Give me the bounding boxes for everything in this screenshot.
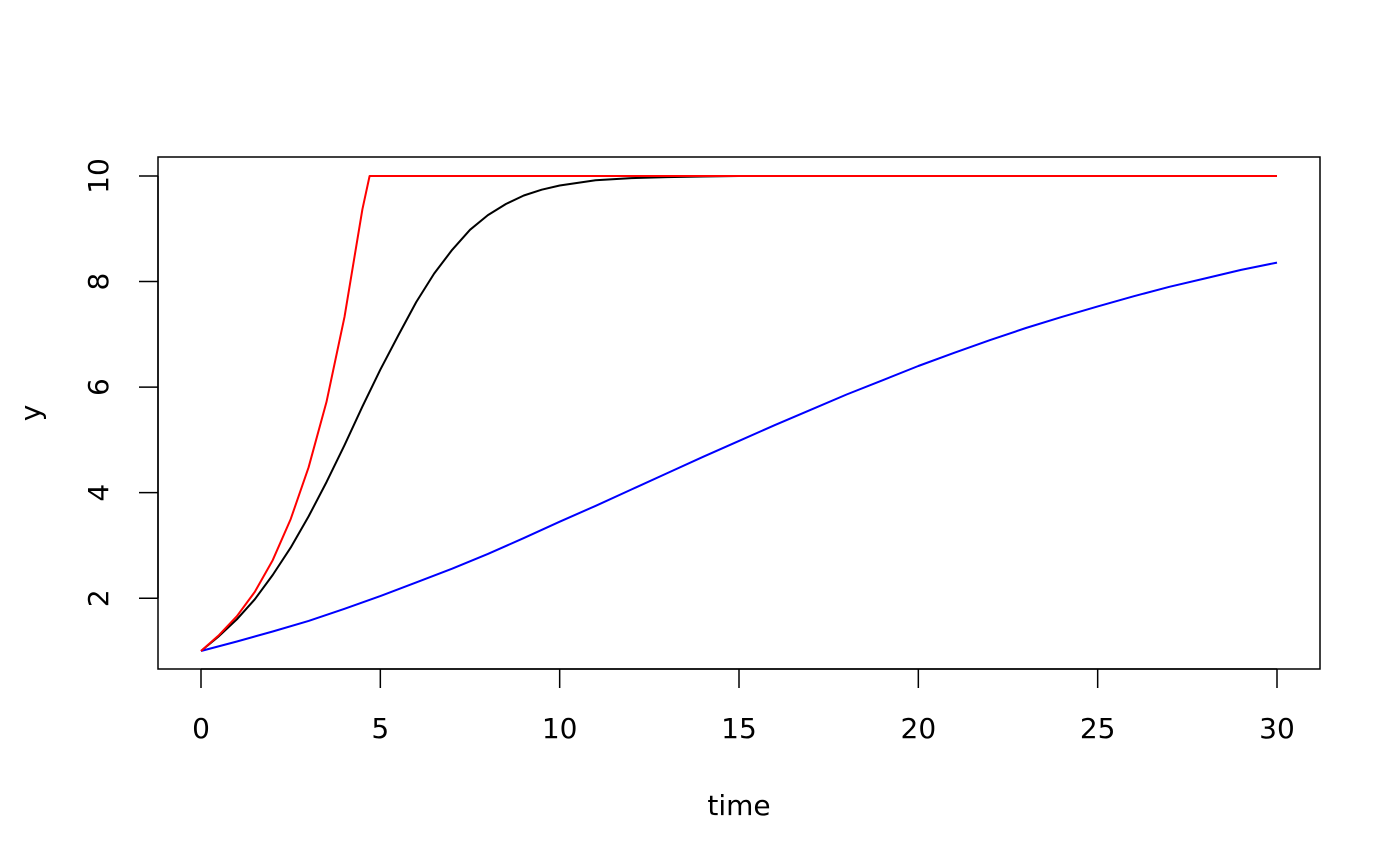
x-axis-title: time [707,789,770,822]
y-axis: 2 4 6 8 10 [82,158,159,607]
series-line-1 [200,175,1277,652]
series-line-3 [200,175,1277,652]
x-tick-label: 20 [901,712,937,745]
series-line-2 [200,261,1278,652]
x-tick-label: 15 [721,712,757,745]
x-tick-label: 10 [542,712,578,745]
plot-frame [157,156,1321,670]
y-tick-label: 4 [82,484,115,502]
x-tick-label: 0 [192,712,210,745]
x-axis: 0 5 10 15 20 25 30 [192,668,1295,745]
y-tick-label: 8 [82,273,115,291]
y-tick-label: 10 [82,158,115,194]
series-layer [200,175,1278,652]
y-tick-label: 6 [82,378,115,396]
x-tick-label: 25 [1080,712,1116,745]
x-tick-label: 30 [1259,712,1295,745]
x-tick-label: 5 [371,712,389,745]
y-tick-label: 2 [82,589,115,607]
y-axis-title: y [14,405,47,422]
